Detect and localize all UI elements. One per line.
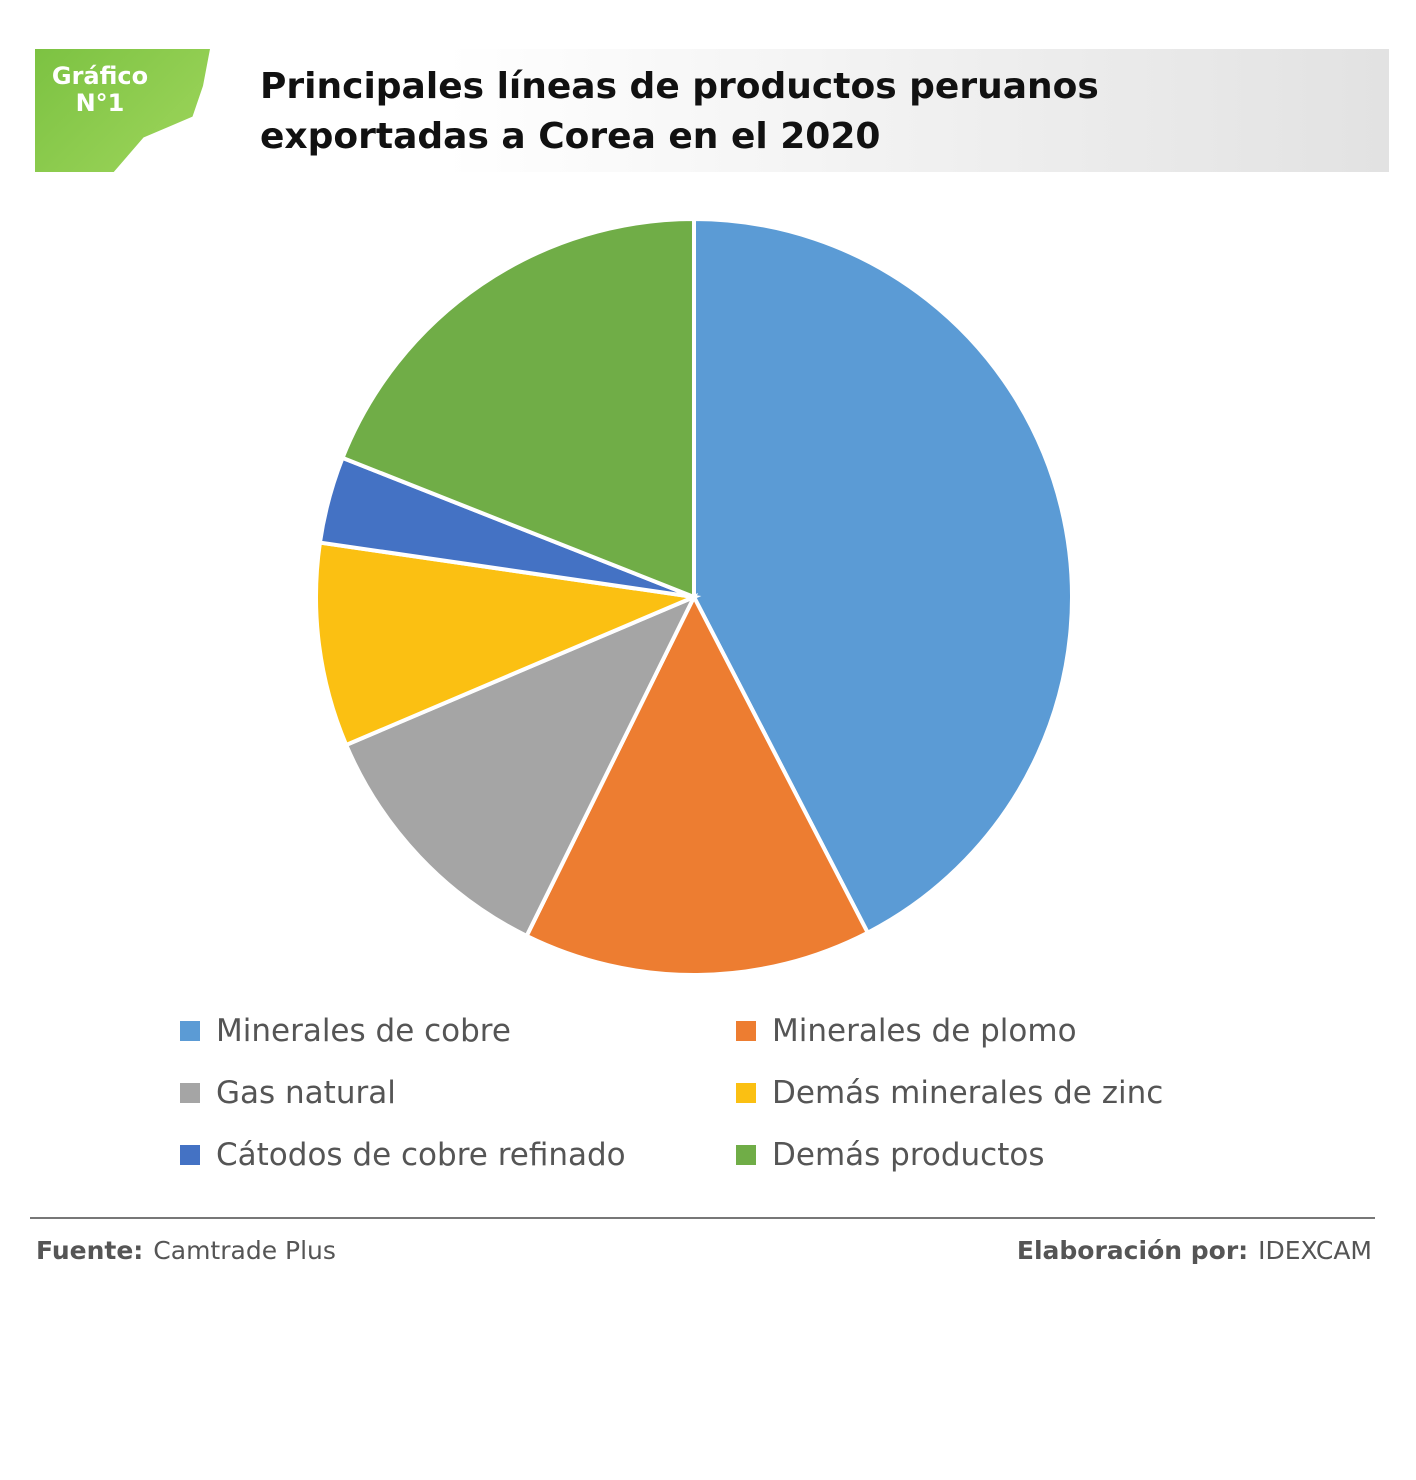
- pie-slice: [339, 216, 696, 600]
- legend-swatch: [736, 1083, 756, 1103]
- legend-label: Minerales de cobre: [216, 1013, 511, 1049]
- legend-swatch: [180, 1145, 200, 1165]
- legend-label: Cátodos de cobre refinado: [216, 1137, 626, 1173]
- legend-item: Demás minerales de zinc: [736, 1072, 1236, 1114]
- legend-label: Demás productos: [772, 1137, 1045, 1173]
- legend-item: Minerales de cobre: [180, 1010, 736, 1052]
- source-label: Fuente:: [36, 1236, 144, 1265]
- credit: Elaboración por: IDEXCAM: [1017, 1236, 1372, 1265]
- pie-slice: [343, 593, 699, 939]
- legend-item: Minerales de plomo: [736, 1010, 1236, 1052]
- pie-slice: [692, 216, 1074, 936]
- legend-item: Demás productos: [736, 1134, 1236, 1176]
- legend-item: Cátodos de cobre refinado: [180, 1134, 736, 1176]
- legend: Minerales de cobre Minerales de plomo Gas …: [180, 1010, 1236, 1176]
- legend-swatch: [736, 1021, 756, 1041]
- credit-label: Elaboración por:: [1016, 1236, 1249, 1265]
- divider: [30, 1217, 1375, 1219]
- title-bar: [210, 49, 1389, 172]
- credit-text: IDEXCAM: [1258, 1236, 1372, 1265]
- legend-swatch: [180, 1021, 200, 1041]
- legend-label: Gas natural: [216, 1075, 396, 1111]
- title-line: Principales líneas de productos peruanos: [260, 66, 1099, 107]
- legend-label: Demás minerales de zinc: [772, 1075, 1164, 1111]
- legend-label: Minerales de plomo: [772, 1013, 1077, 1049]
- source-text: Camtrade Plus: [153, 1236, 336, 1265]
- badge-text: Gráfico: [51, 62, 149, 90]
- chart-title: Principales líneas de productos peruanos…: [260, 62, 1099, 162]
- source: Fuente: Camtrade Plus: [36, 1236, 336, 1265]
- pie-slice: [523, 592, 871, 977]
- pie-chart: [314, 216, 1074, 977]
- legend-swatch: [736, 1145, 756, 1165]
- title-line: exportadas a Corea en el 2020: [260, 116, 881, 157]
- legend-swatch: [180, 1083, 200, 1103]
- legend-item: Gas natural: [180, 1072, 736, 1114]
- badge: Gráfico N°1: [35, 49, 210, 172]
- badge-text: N°1: [75, 89, 125, 117]
- pie-slice: [314, 540, 702, 748]
